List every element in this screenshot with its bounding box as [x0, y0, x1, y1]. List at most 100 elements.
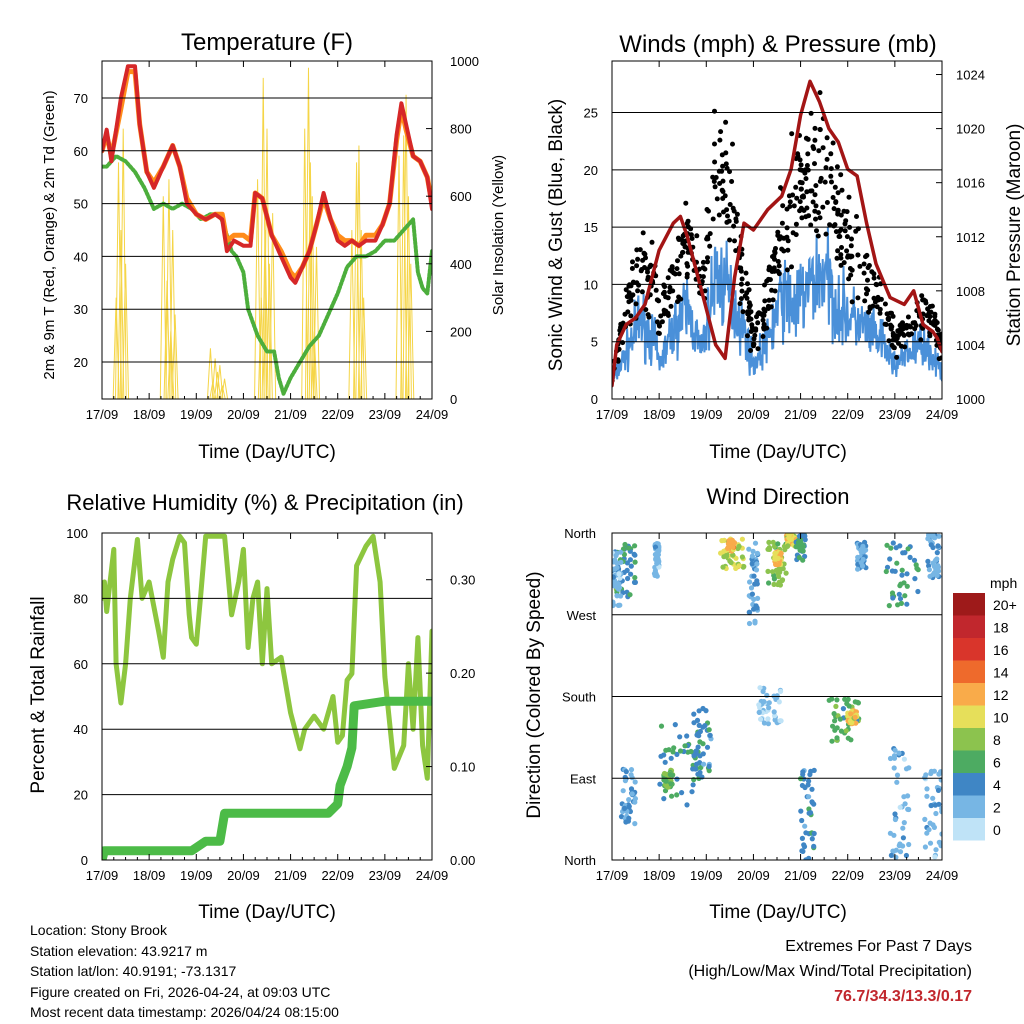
- gust-point: [846, 194, 852, 200]
- gust-point: [818, 175, 824, 181]
- station-latlon: Station lat/lon: 40.9191; -73.1317: [30, 963, 237, 979]
- direction-point: [626, 815, 632, 821]
- direction-point: [628, 563, 634, 569]
- gust-point: [804, 205, 810, 211]
- direction-point: [798, 808, 804, 814]
- gust-point: [809, 188, 815, 194]
- gust-point: [778, 185, 783, 191]
- direction-point: [890, 540, 896, 546]
- gust-point: [688, 232, 694, 238]
- gust-point: [745, 281, 750, 287]
- humidity-y-tick-label: 0: [81, 853, 88, 868]
- gust-point: [798, 162, 804, 168]
- direction-point: [771, 709, 777, 715]
- direction-point: [756, 709, 762, 716]
- direction-point: [749, 591, 756, 597]
- humidity-x-tick-label: 22/09: [321, 868, 354, 883]
- gust-point: [927, 314, 933, 320]
- gust-point: [746, 300, 752, 306]
- solar-spike: [159, 196, 167, 399]
- gust-point: [717, 137, 723, 143]
- direction-point: [811, 843, 817, 849]
- direction-point: [935, 563, 941, 569]
- direction-point: [671, 745, 677, 751]
- direction-point: [651, 571, 658, 577]
- direction-point: [859, 563, 866, 569]
- direction-point: [677, 734, 683, 740]
- direction-point: [925, 558, 931, 565]
- gust-point: [800, 193, 806, 199]
- direction-point: [755, 595, 761, 602]
- temperature-x-tick-label: 20/09: [227, 407, 260, 422]
- gust-point: [739, 276, 745, 282]
- gust-point: [849, 299, 855, 305]
- direction-point: [840, 706, 847, 712]
- direction-point: [893, 847, 899, 853]
- gust-point: [790, 230, 796, 236]
- direction-point: [772, 717, 778, 723]
- direction-point: [616, 571, 622, 577]
- gust-point: [857, 263, 863, 269]
- solar-y-tick-label: 600: [450, 189, 472, 204]
- direction-point: [758, 716, 764, 722]
- direction-point: [749, 553, 756, 559]
- direction-point: [855, 699, 861, 706]
- direction-point: [764, 692, 770, 699]
- colorbar-label: 18: [993, 620, 1009, 636]
- gust-point: [674, 266, 680, 272]
- direction-point: [751, 596, 757, 603]
- gust-point: [882, 301, 888, 307]
- wind-x-tick-label: 17/09: [596, 407, 629, 422]
- solar-spike: [400, 135, 408, 399]
- gust-point: [738, 296, 744, 302]
- gust-point: [890, 331, 896, 336]
- direction-point: [775, 570, 781, 576]
- pressure-line: [612, 79, 942, 388]
- direction-point: [627, 557, 634, 563]
- precip-y-tick-label: 0.20: [450, 666, 475, 681]
- wind-xlabel: Time (Day/UTC): [709, 442, 847, 463]
- direction-point: [727, 558, 733, 564]
- direction-point: [700, 751, 706, 757]
- gust-point: [689, 236, 695, 241]
- gust-point: [771, 265, 777, 271]
- pressure-y-tick-label: 1024: [956, 68, 985, 83]
- gust-point: [743, 270, 749, 276]
- direction-point: [783, 570, 789, 576]
- gust-point: [790, 192, 796, 198]
- colorbar-swatch: [953, 795, 985, 818]
- gust-point: [927, 304, 933, 309]
- temperature-x-tick-label: 22/09: [321, 407, 354, 422]
- direction-point: [936, 771, 942, 777]
- gust-point: [719, 187, 725, 193]
- direction-point: [652, 544, 659, 550]
- gust-point: [822, 179, 828, 185]
- direction-point: [730, 552, 736, 558]
- direction-point: [931, 824, 938, 831]
- direction-point: [932, 854, 938, 860]
- gust-point: [771, 268, 777, 274]
- gust-point: [853, 228, 859, 234]
- gust-point: [939, 335, 942, 341]
- direction-point: [833, 703, 839, 710]
- gust-point: [833, 200, 839, 205]
- solar-y-tick-label: 1000: [450, 54, 479, 69]
- direction-point: [838, 728, 845, 734]
- gust-point: [623, 287, 629, 293]
- direction-point: [757, 685, 763, 691]
- gust-point: [835, 207, 841, 213]
- gust-point: [883, 322, 889, 327]
- gust-point: [777, 236, 782, 242]
- direction-point: [664, 783, 670, 789]
- direction-point: [938, 843, 942, 849]
- gust-point: [808, 222, 814, 228]
- direction-point: [621, 805, 628, 812]
- gust-point: [749, 322, 755, 328]
- gust-point: [813, 203, 819, 209]
- direction-point: [894, 772, 901, 778]
- gust-point: [834, 255, 840, 261]
- gust-point: [684, 274, 690, 280]
- direction-point: [884, 564, 891, 570]
- humidity-line: [102, 533, 432, 781]
- gust-point: [848, 243, 854, 249]
